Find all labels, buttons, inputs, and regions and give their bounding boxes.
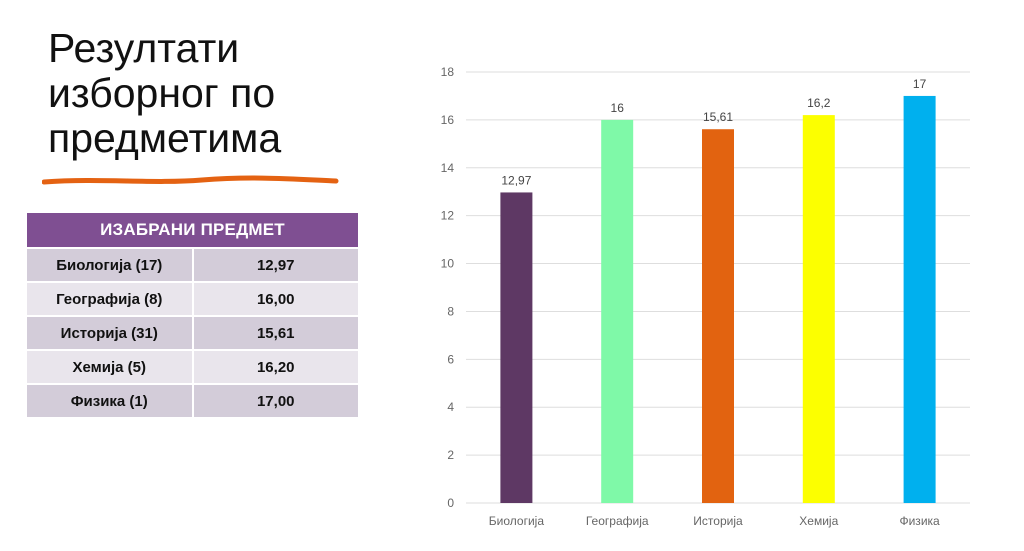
y-tick-label: 6 (447, 352, 454, 366)
x-tick-label: Историја (693, 514, 743, 528)
table-row: Физика (1) 17,00 (27, 384, 358, 419)
score-cell: 15,61 (192, 316, 358, 351)
data-label: 12,97 (501, 173, 531, 187)
results-table: ИЗАБРАНИ ПРЕДМЕТ Биологија (17) 12,97 Ге… (27, 213, 358, 419)
y-tick-label: 8 (447, 304, 454, 318)
bar-4 (802, 115, 835, 503)
table-row: Географија (8) 16,00 (27, 282, 358, 317)
subject-cell: Хемија (5) (27, 350, 194, 385)
data-label: 15,61 (703, 110, 733, 124)
score-cell: 17,00 (192, 384, 358, 419)
bar-5 (903, 95, 936, 503)
x-tick-label: Биологија (489, 514, 545, 528)
subject-cell: Физика (1) (27, 384, 194, 419)
y-tick-label: 12 (441, 209, 455, 223)
y-tick-label: 4 (447, 400, 454, 414)
slide-title-line-2: изборног по (48, 70, 276, 116)
score-cell: 12,97 (192, 248, 358, 283)
subject-cell: Биологија (17) (27, 248, 194, 283)
y-tick-label: 14 (441, 161, 455, 175)
y-tick-label: 18 (441, 65, 455, 79)
slide-title: Резултати изборног по предметима (48, 26, 281, 161)
subject-cell: Географија (8) (27, 282, 194, 317)
table-row: Историја (31) 15,61 (27, 316, 358, 351)
x-tick-label: Физика (899, 514, 940, 528)
y-tick-label: 16 (441, 113, 455, 127)
data-label: 17 (913, 77, 927, 91)
subject-cell: Историја (31) (27, 316, 194, 351)
bar-1 (500, 192, 533, 503)
bar-2 (601, 119, 634, 503)
slide-title-line-1: Резултати (48, 25, 240, 71)
score-cell: 16,00 (192, 282, 358, 317)
table-row: Биологија (17) 12,97 (27, 248, 358, 283)
x-tick-label: Географија (586, 514, 649, 528)
bar-3 (702, 129, 734, 503)
table-row: Хемија (5) 16,20 (27, 350, 358, 385)
table-header: ИЗАБРАНИ ПРЕДМЕТ (27, 213, 358, 249)
y-tick-label: 2 (447, 448, 454, 462)
slide-title-line-3: предметима (48, 115, 282, 161)
y-tick-label: 10 (441, 257, 455, 271)
data-label: 16 (611, 101, 625, 115)
data-label: 16,2 (807, 96, 831, 110)
x-tick-label: Хемија (799, 514, 838, 528)
y-tick-label: 0 (447, 496, 454, 510)
title-underline (42, 175, 339, 185)
score-cell: 16,20 (192, 350, 358, 385)
